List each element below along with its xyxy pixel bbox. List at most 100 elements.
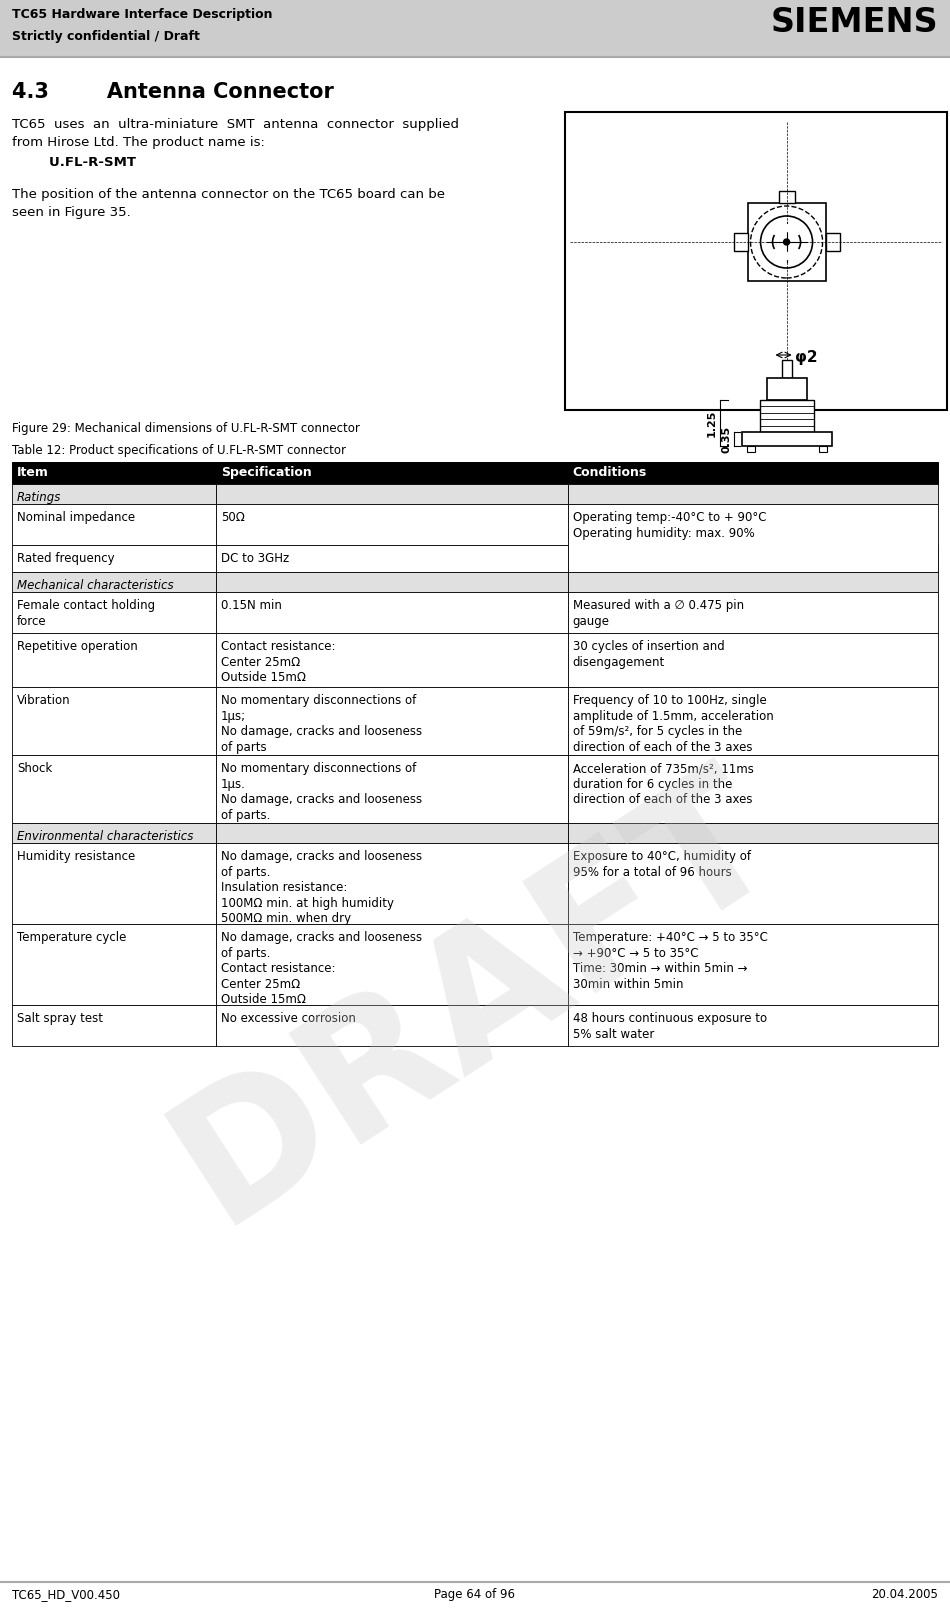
Text: Environmental characteristics: Environmental characteristics — [17, 830, 194, 843]
Text: Page 64 of 96: Page 64 of 96 — [434, 1587, 516, 1600]
Bar — [216, 592, 567, 633]
Bar — [12, 545, 216, 573]
Bar — [567, 633, 938, 688]
Text: Strictly confidential / Draft: Strictly confidential / Draft — [12, 31, 199, 44]
Text: TC65_HD_V00.450: TC65_HD_V00.450 — [12, 1587, 120, 1600]
Bar — [733, 233, 748, 251]
Text: Contact resistance:
Center 25mΩ
Outside 15mΩ: Contact resistance: Center 25mΩ Outside … — [220, 641, 335, 684]
Bar — [567, 484, 938, 503]
Bar — [216, 1005, 567, 1045]
Text: The position of the antenna connector on the TC65 board can be: The position of the antenna connector on… — [12, 188, 445, 201]
Circle shape — [784, 239, 789, 244]
Bar — [567, 824, 938, 843]
Bar — [12, 633, 216, 688]
Text: Measured with a ∅ 0.475 pin
gauge: Measured with a ∅ 0.475 pin gauge — [573, 599, 744, 628]
Text: Salt spray test: Salt spray test — [17, 1011, 103, 1024]
Text: 0.35: 0.35 — [722, 426, 732, 453]
Bar — [216, 463, 567, 484]
Text: No excessive corrosion: No excessive corrosion — [220, 1011, 355, 1024]
Text: 1.25: 1.25 — [707, 409, 716, 437]
Text: Operating temp:-40°C to + 90°C
Operating humidity: max. 90%: Operating temp:-40°C to + 90°C Operating… — [573, 511, 766, 539]
Text: SIEMENS: SIEMENS — [770, 6, 938, 39]
Bar — [567, 463, 938, 484]
Bar — [12, 573, 216, 592]
Text: Mechanical characteristics: Mechanical characteristics — [17, 579, 174, 592]
Text: Figure 29: Mechanical dimensions of U.FL-R-SMT connector: Figure 29: Mechanical dimensions of U.FL… — [12, 422, 360, 435]
Text: from Hirose Ltd. The product name is:: from Hirose Ltd. The product name is: — [12, 136, 265, 149]
Text: 30 cycles of insertion and
disengagement: 30 cycles of insertion and disengagement — [573, 641, 724, 668]
Text: Exposure to 40°C, humidity of
95% for a total of 96 hours: Exposure to 40°C, humidity of 95% for a … — [573, 849, 751, 879]
Bar — [12, 824, 216, 843]
Bar — [12, 756, 216, 824]
Bar — [216, 924, 567, 1005]
Bar — [216, 633, 567, 688]
Text: seen in Figure 35.: seen in Figure 35. — [12, 205, 131, 218]
Bar — [567, 592, 938, 633]
Text: φ2: φ2 — [794, 349, 817, 366]
Bar — [12, 924, 216, 1005]
Text: Temperature cycle: Temperature cycle — [17, 930, 126, 943]
Text: Conditions: Conditions — [573, 466, 647, 479]
Bar — [742, 432, 831, 447]
Bar — [216, 484, 567, 503]
Bar — [567, 545, 938, 573]
Text: Ratings: Ratings — [17, 490, 62, 503]
Text: TC65  uses  an  ultra-miniature  SMT  antenna  connector  supplied: TC65 uses an ultra-miniature SMT antenna… — [12, 118, 459, 131]
Bar — [12, 843, 216, 924]
Text: 50Ω: 50Ω — [220, 511, 244, 524]
Bar — [12, 1005, 216, 1045]
Text: No momentary disconnections of
1µs;
No damage, cracks and looseness
of parts: No momentary disconnections of 1µs; No d… — [220, 694, 422, 754]
Bar — [216, 503, 567, 545]
Bar — [567, 1005, 938, 1045]
Bar — [767, 379, 807, 400]
Bar — [216, 756, 567, 824]
Text: U.FL-R-SMT: U.FL-R-SMT — [12, 155, 136, 168]
Text: Frequency of 10 to 100Hz, single
amplitude of 1.5mm, acceleration
of 59m/s², for: Frequency of 10 to 100Hz, single amplitu… — [573, 694, 773, 754]
Text: Vibration: Vibration — [17, 694, 70, 707]
Text: No momentary disconnections of
1µs.
No damage, cracks and looseness
of parts.: No momentary disconnections of 1µs. No d… — [220, 762, 422, 822]
Bar — [779, 191, 794, 202]
Bar — [567, 843, 938, 924]
Bar — [826, 233, 840, 251]
Text: Item: Item — [17, 466, 48, 479]
Text: No damage, cracks and looseness
of parts.
Contact resistance:
Center 25mΩ
Outsid: No damage, cracks and looseness of parts… — [220, 930, 422, 1006]
Text: DRAFT: DRAFT — [144, 743, 806, 1257]
Bar — [12, 484, 216, 503]
Text: Nominal impedance: Nominal impedance — [17, 511, 135, 524]
Text: Humidity resistance: Humidity resistance — [17, 849, 135, 862]
Bar — [760, 400, 813, 432]
Bar — [748, 202, 826, 282]
Text: Rated frequency: Rated frequency — [17, 552, 115, 565]
Text: TC65 Hardware Interface Description: TC65 Hardware Interface Description — [12, 8, 273, 21]
Text: DC to 3GHz: DC to 3GHz — [220, 552, 289, 565]
Bar — [567, 503, 938, 573]
Bar — [565, 112, 947, 409]
Bar — [216, 573, 567, 592]
Bar — [567, 924, 938, 1005]
Bar — [0, 0, 950, 57]
Text: 48 hours continuous exposure to
5% salt water: 48 hours continuous exposure to 5% salt … — [573, 1011, 767, 1040]
Bar — [216, 545, 567, 573]
Text: 4.3        Antenna Connector: 4.3 Antenna Connector — [12, 83, 333, 102]
Bar — [216, 843, 567, 924]
Bar — [216, 824, 567, 843]
Text: Shock: Shock — [17, 762, 52, 775]
Bar — [819, 447, 826, 451]
Bar — [567, 688, 938, 756]
Text: Acceleration of 735m/s², 11ms
duration for 6 cycles in the
direction of each of : Acceleration of 735m/s², 11ms duration f… — [573, 762, 753, 806]
Bar — [216, 688, 567, 756]
Text: 20.04.2005: 20.04.2005 — [871, 1587, 938, 1600]
Text: Specification: Specification — [220, 466, 312, 479]
Bar — [747, 447, 754, 451]
Text: Table 12: Product specifications of U.FL-R-SMT connector: Table 12: Product specifications of U.FL… — [12, 443, 346, 456]
Bar — [12, 463, 216, 484]
Bar — [567, 756, 938, 824]
Bar — [567, 573, 938, 592]
Text: No damage, cracks and looseness
of parts.
Insulation resistance:
100MΩ min. at h: No damage, cracks and looseness of parts… — [220, 849, 422, 925]
Text: Female contact holding
force: Female contact holding force — [17, 599, 155, 628]
Bar — [12, 503, 216, 545]
Bar — [782, 359, 791, 379]
Text: Repetitive operation: Repetitive operation — [17, 641, 138, 654]
Bar — [12, 688, 216, 756]
Bar — [12, 592, 216, 633]
